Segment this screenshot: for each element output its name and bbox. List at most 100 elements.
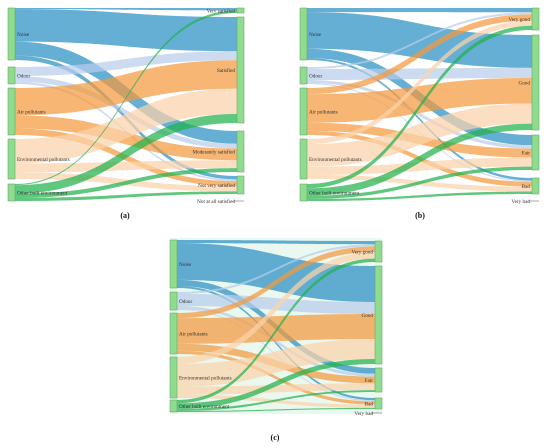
flow-other-built-environment-to-satisfied bbox=[15, 113, 237, 194]
flow-noise-to-bad bbox=[177, 285, 375, 401]
source-label-odour: Odour bbox=[179, 299, 193, 305]
flow-noise-to-very-satisfied bbox=[15, 8, 237, 11]
source-node-odour bbox=[7, 66, 16, 85]
flow-air-pollutants-to-satisfied bbox=[15, 60, 237, 116]
target-node-good bbox=[374, 265, 383, 365]
flow-other-built-environment-to-bad bbox=[307, 191, 532, 201]
source-node-air-pollutants bbox=[169, 312, 178, 355]
source-node-noise bbox=[7, 7, 16, 61]
target-label-fair: Fair bbox=[522, 151, 531, 157]
target-label-very-good: Very good bbox=[352, 250, 374, 256]
target-label-very-satisfied: Very satisfied bbox=[207, 8, 236, 15]
source-node-environmental-pollutants bbox=[299, 138, 308, 180]
flow-noise-to-very-good bbox=[307, 8, 532, 13]
source-node-environmental-pollutants bbox=[169, 356, 178, 399]
flow-other-built-environment-to-very-satisfied bbox=[15, 10, 237, 186]
flow-environmental-pollutants-to-very-good bbox=[307, 20, 532, 145]
flow-other-built-environment-to-not-very-satisfied bbox=[15, 191, 237, 201]
target-label-bad: Bad bbox=[365, 402, 374, 408]
flow-odour-to-good bbox=[307, 67, 532, 80]
target-label-good: Good bbox=[361, 313, 373, 319]
target-label-satisfied: Satisfied bbox=[217, 67, 236, 74]
panel-a: Noise Odour Air pollutants Environmental po… bbox=[7, 7, 245, 205]
source-node-air-pollutants bbox=[7, 87, 16, 136]
flow-environmental-pollutants-to-good bbox=[307, 103, 532, 167]
flow-other-built-environment-to-very-good bbox=[177, 258, 375, 404]
flow-other-built-environment-to-very-good bbox=[307, 25, 532, 189]
flow-noise-to-bad bbox=[307, 57, 532, 181]
panel-c-label: (c) bbox=[271, 433, 280, 442]
target-node-very-satisfied bbox=[236, 7, 245, 14]
source-node-other-built-environment bbox=[7, 183, 16, 202]
target-label-not-very-satisfied: Not very satisfied bbox=[198, 182, 235, 189]
flow-other-built-environment-to-bad bbox=[177, 407, 375, 412]
source-label-environmental-pollutants: Environmental pollutants bbox=[309, 157, 362, 163]
target-node-fair bbox=[531, 134, 540, 171]
flow-odour-to-very-good bbox=[307, 12, 532, 70]
flow-odour-to-satisfied bbox=[15, 51, 237, 77]
target-node-bad bbox=[374, 397, 383, 410]
panel-b-label: (b) bbox=[415, 211, 425, 220]
source-label-noise: Noise bbox=[309, 32, 322, 38]
flow-air-pollutants-to-very-good bbox=[307, 14, 532, 95]
target-label-fair: Fair bbox=[365, 378, 374, 384]
panel-c: Noise Odour Air pollutants Environmental po… bbox=[169, 238, 383, 417]
target-node-very-good bbox=[374, 240, 383, 263]
flow-air-pollutants-to-bad bbox=[177, 350, 375, 405]
flow-air-pollutants-to-good bbox=[307, 77, 532, 123]
flow-odour-to-very-good bbox=[177, 244, 375, 294]
flow-air-pollutants-to-very-good bbox=[177, 246, 375, 319]
flow-other-built-environment-to-moderately-satisfied bbox=[15, 168, 237, 198]
source-node-air-pollutants bbox=[299, 87, 308, 136]
flow-noise-to-very-good bbox=[177, 240, 375, 245]
target-node-good bbox=[531, 34, 540, 131]
source-label-odour: Odour bbox=[309, 74, 323, 80]
source-label-noise: Noise bbox=[17, 32, 30, 38]
flow-odour-to-moderately-satisfied bbox=[15, 76, 237, 149]
flow-other-built-environment-to-fair bbox=[307, 166, 532, 199]
flow-environmental-pollutants-to-fair bbox=[177, 383, 375, 395]
source-label-air-pollutants: Air pollutants bbox=[179, 332, 208, 338]
flow-noise-to-good bbox=[177, 243, 375, 302]
flow-environmental-pollutants-to-satisfied bbox=[15, 88, 237, 164]
source-label-other-built-environment: Other built environment bbox=[179, 404, 230, 410]
source-label-environmental-pollutants: Environmental pollutants bbox=[17, 157, 70, 163]
target-label-moderately-satisfied: Moderately satisfied bbox=[193, 149, 236, 156]
flow-environmental-pollutants-to-moderately-satisfied bbox=[15, 160, 237, 173]
source-node-noise bbox=[169, 239, 178, 289]
target-label-not-at-all-satisfied: Not at all satisfied bbox=[197, 198, 235, 205]
target-node-not-very-satisfied bbox=[236, 175, 245, 195]
flow-air-pollutants-to-good bbox=[177, 314, 375, 344]
target-node-fair bbox=[374, 367, 383, 393]
source-node-noise bbox=[299, 7, 308, 61]
target-node-very-good bbox=[531, 7, 540, 31]
flow-environmental-pollutants-to-very-good bbox=[177, 252, 375, 364]
flow-odour-to-good bbox=[177, 294, 375, 314]
source-node-odour bbox=[299, 66, 308, 85]
source-label-other-built-environment: Other built environment bbox=[17, 191, 68, 197]
source-label-noise: Noise bbox=[179, 262, 192, 268]
panel-b: Noise Odour Air pollutants Environmental po… bbox=[299, 7, 540, 205]
source-label-other-built-environment: Other built environment bbox=[309, 191, 360, 197]
source-node-odour bbox=[169, 291, 178, 311]
flow-environmental-pollutants-to-good bbox=[177, 339, 375, 387]
flow-other-built-environment-to-fair bbox=[177, 390, 375, 411]
target-label-bad: Bad bbox=[522, 184, 531, 190]
flow-noise-to-satisfied bbox=[15, 9, 237, 52]
target-label-very-bad: Very bad bbox=[354, 411, 373, 417]
target-node-moderately-satisfied bbox=[236, 130, 245, 173]
target-label-very-bad: Very bad bbox=[511, 199, 530, 205]
target-label-very-good: Very good bbox=[509, 17, 531, 23]
source-label-odour: Odour bbox=[17, 74, 31, 80]
target-label-good: Good bbox=[518, 81, 530, 87]
source-label-air-pollutants: Air pollutants bbox=[17, 110, 46, 116]
flow-other-built-environment-to-good bbox=[177, 359, 375, 409]
panel-a-label: (a) bbox=[120, 211, 130, 220]
flow-odour-to-fair bbox=[307, 80, 532, 149]
target-node-bad bbox=[531, 177, 540, 195]
source-label-environmental-pollutants: Environmental pollutants bbox=[179, 376, 232, 382]
target-node-satisfied bbox=[236, 16, 245, 124]
source-node-environmental-pollutants bbox=[7, 138, 16, 180]
source-label-air-pollutants: Air pollutants bbox=[309, 110, 338, 116]
